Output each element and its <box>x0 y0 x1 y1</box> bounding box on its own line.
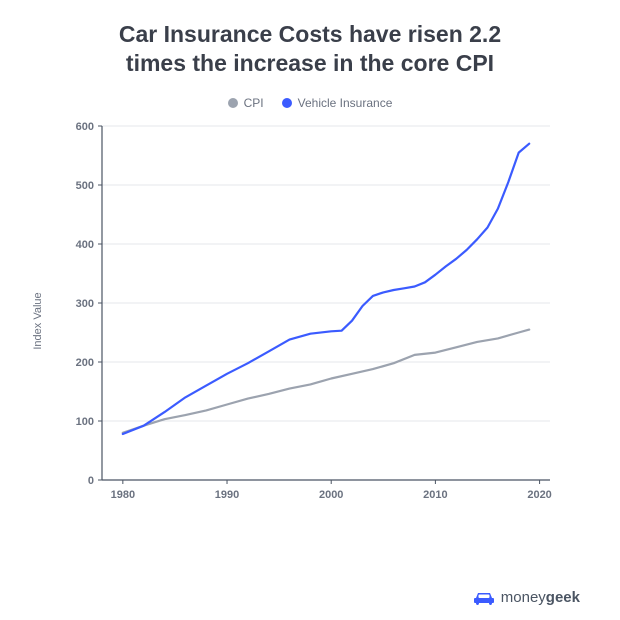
line-chart: 0 100 200 300 400 500 600 1980 1990 2000 2010 2020 <box>60 118 560 508</box>
title-line-1: Car Insurance Costs have risen 2.2 <box>119 21 501 47</box>
legend-dot-cpi <box>228 98 238 108</box>
brand-text-1: money <box>501 589 546 606</box>
y-axis-label: Index Value <box>32 292 44 349</box>
svg-text:100: 100 <box>76 416 94 428</box>
svg-text:0: 0 <box>88 475 94 487</box>
title-line-2: times the increase in the core CPI <box>126 50 494 76</box>
legend-item-vehicle: Vehicle Insurance <box>282 96 393 110</box>
chart-legend: CPI Vehicle Insurance <box>30 96 590 110</box>
svg-text:1980: 1980 <box>111 489 135 501</box>
chart-area: Index Value 0100200300400500600198019902… <box>60 118 590 513</box>
svg-text:600: 600 <box>76 121 94 133</box>
svg-text:200: 200 <box>76 357 94 369</box>
brand-text: moneygeek <box>501 589 580 606</box>
legend-item-cpi: CPI <box>228 96 264 110</box>
car-icon <box>473 590 495 606</box>
svg-text:300: 300 <box>76 298 94 310</box>
brand-text-2: geek <box>546 589 580 606</box>
legend-dot-vehicle <box>282 98 292 108</box>
chart-title: Car Insurance Costs have risen 2.2 times… <box>30 20 590 78</box>
svg-text:2020: 2020 <box>527 489 551 501</box>
brand-footer: moneygeek <box>473 589 580 606</box>
svg-text:2010: 2010 <box>423 489 447 501</box>
svg-text:400: 400 <box>76 239 94 251</box>
legend-label-cpi: CPI <box>244 96 264 110</box>
legend-label-vehicle: Vehicle Insurance <box>298 96 393 110</box>
svg-text:500: 500 <box>76 180 94 192</box>
svg-text:1990: 1990 <box>215 489 239 501</box>
svg-text:2000: 2000 <box>319 489 343 501</box>
